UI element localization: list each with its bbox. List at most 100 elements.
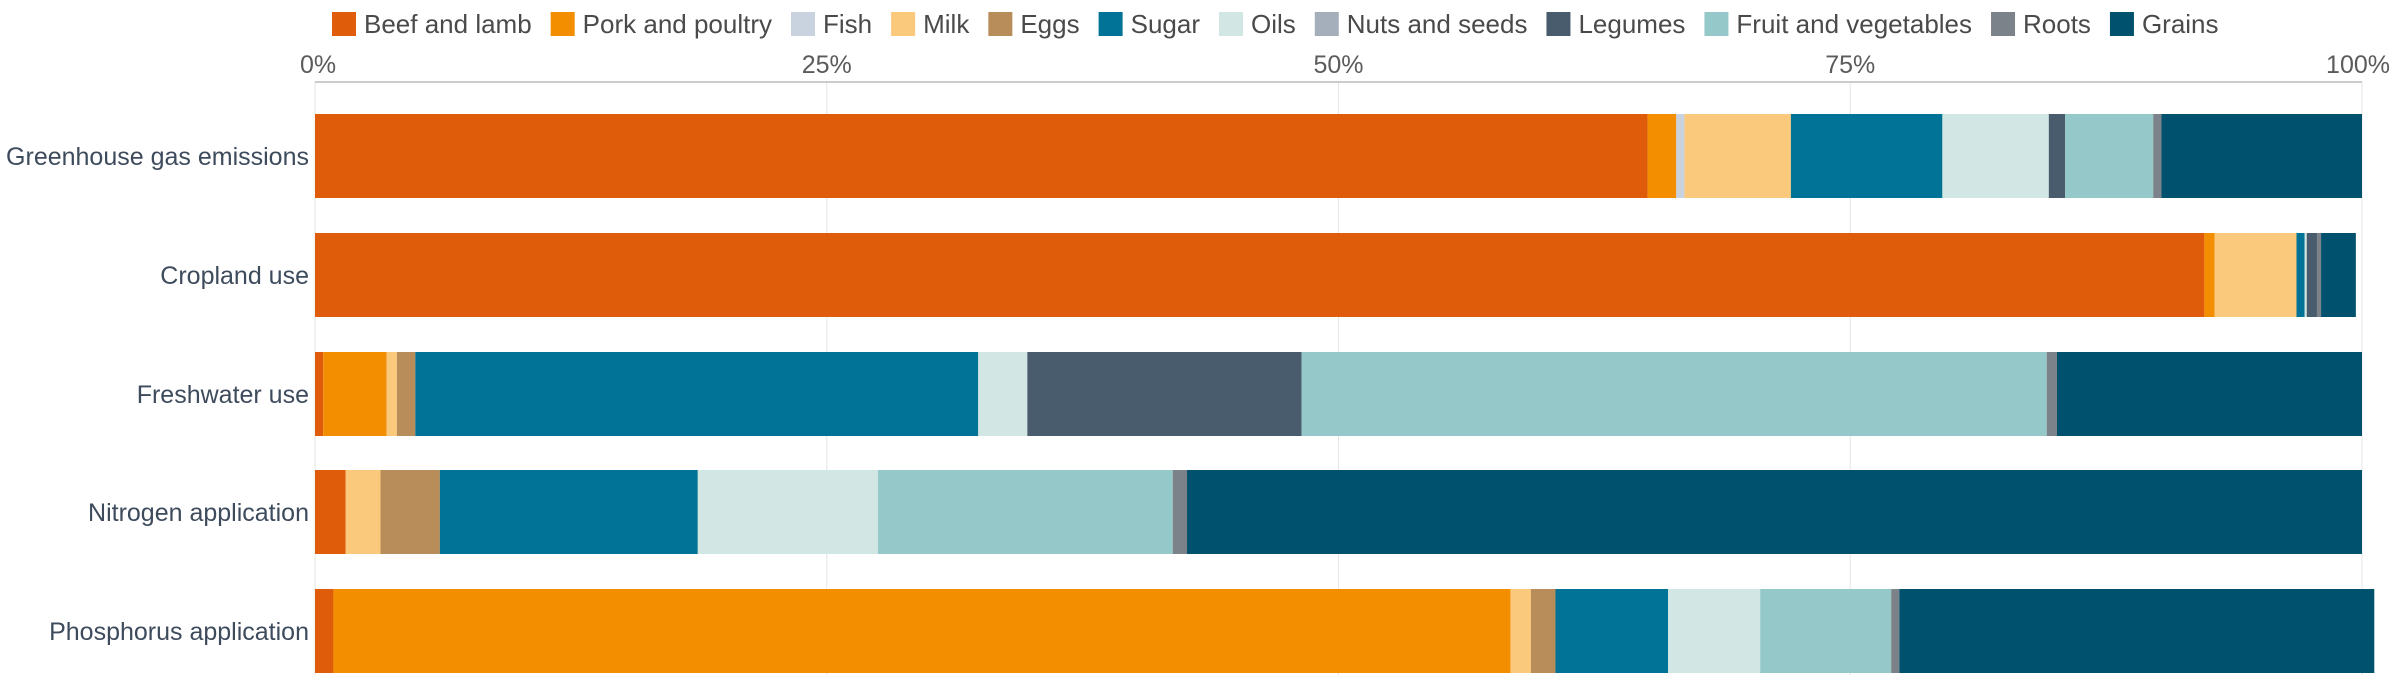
legend-swatch — [988, 12, 1013, 36]
legend-item-pork-and-poultry: Pork and poultry — [550, 9, 772, 39]
bar-row-greenhouse-gas-emissions — [315, 114, 2362, 198]
bar-row-freshwater-use — [315, 352, 2362, 436]
legend-swatch — [1314, 12, 1339, 36]
legend-label: Fish — [823, 9, 872, 39]
legend-swatch — [1098, 12, 1123, 36]
legend-label: Nuts and seeds — [1347, 9, 1528, 39]
legend-item-legumes: Legumes — [1546, 9, 1685, 39]
legend-label: Pork and poultry — [583, 9, 772, 39]
bar-segment-eggs — [396, 352, 416, 436]
bar-segment-oils — [2304, 233, 2307, 317]
bar-row-cropland-use — [315, 233, 2356, 317]
legend-label: Roots — [2023, 9, 2091, 39]
bar-segment-oils — [1668, 589, 1761, 673]
legend-label: Sugar — [1131, 9, 1201, 39]
x-tick-label: 50% — [1313, 51, 1363, 79]
bar-segment-oils — [1942, 114, 2049, 198]
bar-segment-milk — [345, 470, 381, 554]
legend: Beef and lamb Pork and poultry Fish Milk Egg… — [332, 9, 2219, 39]
bar-segment-roots — [1172, 470, 1188, 554]
legend-label: Legumes — [1578, 9, 1685, 39]
bar-segment-legumes — [2048, 114, 2066, 198]
bar-segment-milk — [2214, 233, 2297, 317]
bar-segment-beef-and-lamb — [315, 470, 346, 554]
bar-segment-sugar — [1790, 114, 1943, 198]
legend-swatch — [2109, 12, 2134, 36]
bar-row-nitrogen-application — [315, 470, 2362, 554]
legend-label: Beef and lamb — [364, 9, 532, 39]
legend-item-fruit-and-vegetables: Fruit and vegetables — [1704, 9, 1972, 39]
bar-segment-eggs — [380, 470, 440, 554]
x-tick-label: 75% — [1825, 51, 1875, 79]
bar-segment-beef-and-lamb — [315, 114, 1648, 198]
legend-swatch — [791, 12, 815, 36]
bar-segment-pork-and-poultry — [2204, 233, 2215, 317]
legend-swatch — [1704, 12, 1729, 36]
bar-segment-grains — [2056, 352, 2362, 436]
bar-segment-pork-and-poultry — [323, 352, 387, 436]
category-label: Freshwater use — [137, 381, 309, 409]
bar-segment-sugar — [439, 470, 698, 554]
legend-item-eggs: Eggs — [988, 9, 1080, 39]
x-tick-label: 0% — [300, 51, 336, 79]
bar-segment-fruit-and-vegetables — [1301, 352, 2047, 436]
legend-item-roots: Roots — [1991, 9, 2091, 39]
bar-segment-oils — [978, 352, 1028, 436]
category-label: Cropland use — [160, 262, 309, 290]
bar-segment-sugar — [2296, 233, 2305, 317]
legend-item-milk: Milk — [891, 9, 970, 39]
legend-swatch — [1219, 12, 1243, 36]
bar-segment-pork-and-poultry — [333, 589, 1511, 673]
bar-segment-pork-and-poultry — [1647, 114, 1677, 198]
bar-segment-grains — [2161, 114, 2362, 198]
bar-segment-roots — [1891, 589, 1900, 673]
bar-segment-roots — [2046, 352, 2057, 436]
bar-segment-fruit-and-vegetables — [1760, 589, 1892, 673]
legend-label: Eggs — [1020, 9, 1079, 39]
legend-label: Oils — [1251, 9, 1296, 39]
bars — [315, 114, 2375, 673]
bar-row-phosphorus-application — [315, 589, 2375, 673]
legend-item-grains: Grains — [2109, 9, 2219, 39]
bar-segment-fruit-and-vegetables — [877, 470, 1173, 554]
bar-segment-beef-and-lamb — [315, 589, 334, 673]
x-axis: 0% 25% 50% 75% 100% — [300, 51, 2390, 83]
bar-segment-milk — [386, 352, 397, 436]
legend-item-fish: Fish — [791, 9, 872, 39]
legend-label: Grains — [2142, 9, 2219, 39]
legend-swatch — [891, 12, 916, 36]
bar-segment-fruit-and-vegetables — [2065, 114, 2154, 198]
bar-segment-grains — [2321, 233, 2356, 317]
bar-segment-legumes — [2306, 233, 2317, 317]
bar-segment-milk — [1684, 114, 1791, 198]
bar-segment-beef-and-lamb — [315, 352, 324, 436]
legend-item-nuts-and-seeds: Nuts and seeds — [1314, 9, 1528, 39]
bar-segment-milk — [1510, 589, 1531, 673]
bar-segment-oils — [697, 470, 878, 554]
legend-swatch — [332, 12, 356, 36]
category-label: Nitrogen application — [88, 499, 309, 527]
bar-segment-beef-and-lamb — [315, 233, 2205, 317]
bar-segment-legumes — [1027, 352, 1302, 436]
legend-swatch — [1991, 12, 2016, 36]
legend-swatch — [550, 12, 575, 36]
bar-segment-grains — [1187, 470, 2362, 554]
bar-segment-fish — [1676, 114, 1685, 198]
legend-item-beef-and-lamb: Beef and lamb — [332, 9, 532, 39]
x-tick-label: 100% — [2326, 51, 2390, 79]
legend-label: Milk — [923, 9, 970, 39]
category-labels: Greenhouse gas emissions Cropland use Fres… — [6, 143, 309, 646]
category-label: Greenhouse gas emissions — [6, 143, 309, 171]
legend-swatch — [1546, 12, 1571, 36]
bar-segment-roots — [2153, 114, 2162, 198]
legend-item-oils: Oils — [1219, 9, 1296, 39]
bar-segment-sugar — [415, 352, 979, 436]
bar-segment-sugar — [1555, 589, 1669, 673]
legend-item-sugar: Sugar — [1098, 9, 1201, 39]
x-tick-label: 25% — [802, 51, 852, 79]
bar-segment-eggs — [1530, 589, 1556, 673]
bar-segment-grains — [1899, 589, 2375, 673]
legend-label: Fruit and vegetables — [1736, 9, 1972, 39]
bar-segment-roots — [2316, 233, 2322, 317]
